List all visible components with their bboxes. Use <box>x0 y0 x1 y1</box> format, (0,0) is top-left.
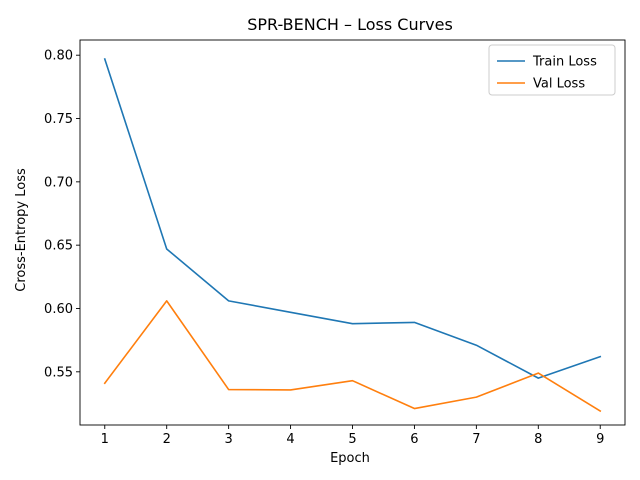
x-tick-label: 2 <box>163 432 171 447</box>
x-tick-label: 6 <box>410 432 418 447</box>
plot-area: 1 2 3 4 5 6 7 8 9 0.55 0.60 0.65 0.70 0.75 0.80 Train L… <box>44 39 626 447</box>
series-line-val-loss <box>103 300 602 413</box>
chart-title: SPR-BENCH – Loss Curves <box>247 15 453 34</box>
x-tick-label: 1 <box>101 432 109 447</box>
y-tick-label: 0.55 <box>44 365 73 380</box>
y-tick-label: 0.65 <box>44 239 73 254</box>
y-tick-label: 0.80 <box>44 49 73 64</box>
y-tick-label: 0.75 <box>44 112 73 127</box>
legend-label: Val Loss <box>533 77 585 92</box>
x-tick-label: 9 <box>596 432 604 447</box>
x-tick-label: 5 <box>348 432 356 447</box>
y-tick-label: 0.60 <box>44 302 73 317</box>
series-line-train-loss <box>103 57 602 379</box>
x-tick-label: 3 <box>224 432 232 447</box>
x-axis-label: Epoch <box>330 451 370 466</box>
y-tick-label: 0.70 <box>44 175 73 190</box>
x-tick-label: 4 <box>286 432 294 447</box>
legend-label: Train Loss <box>532 55 597 70</box>
x-tick-label: 8 <box>534 432 542 447</box>
y-axis-label: Cross-Entropy Loss <box>14 168 29 292</box>
x-tick-label: 7 <box>472 432 480 447</box>
